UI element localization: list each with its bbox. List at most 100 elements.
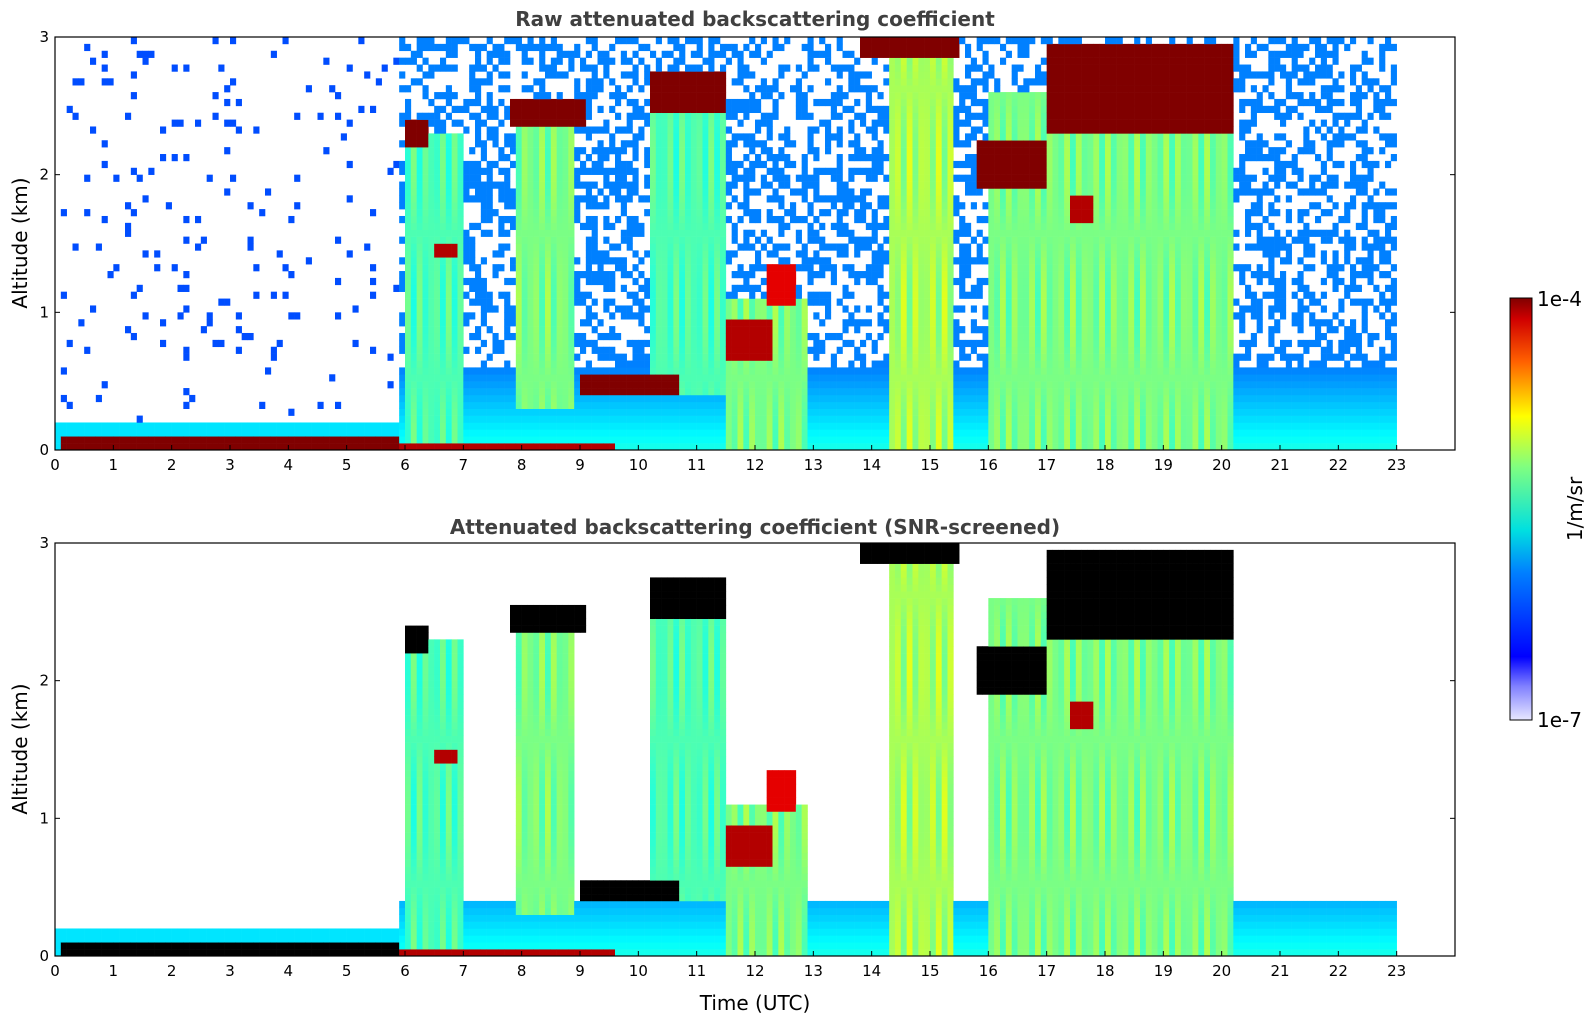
heatmap-cell: [930, 92, 937, 100]
heatmap-cell: [714, 174, 721, 182]
heatmap-cell: [702, 147, 709, 155]
heatmap-cell: [900, 195, 907, 203]
heatmap-cell: [498, 381, 505, 389]
heatmap-cell: [492, 415, 499, 423]
heatmap-cell: [422, 160, 429, 169]
heatmap-cell: [673, 436, 680, 444]
heatmap-cell: [626, 215, 633, 224]
heatmap-cell: [650, 181, 657, 189]
heatmap-cell: [708, 64, 715, 72]
heatmap-cell: [860, 215, 867, 224]
heatmap-cell: [801, 312, 808, 320]
heatmap-cell: [457, 209, 464, 217]
heatmap-cell: [422, 401, 429, 409]
heatmap-cell: [906, 112, 913, 120]
heatmap-cell: [568, 408, 575, 416]
heatmap-cell: [504, 291, 511, 299]
heatmap-cell: [550, 174, 557, 182]
heatmap-cell: [807, 271, 814, 279]
heatmap-cell: [545, 257, 552, 265]
heatmap-cell: [504, 443, 511, 450]
heatmap-cell: [685, 284, 692, 292]
heatmap-cell: [784, 353, 791, 361]
heatmap-cell: [585, 92, 592, 100]
heatmap-cell: [527, 429, 534, 437]
heatmap-cell: [66, 429, 73, 437]
heatmap-cell: [486, 436, 493, 444]
heatmap-cell: [510, 443, 517, 450]
heatmap-cell: [585, 422, 592, 430]
heatmap-cell: [340, 436, 347, 444]
heatmap-cell: [550, 257, 557, 265]
heatmap-cell: [830, 394, 837, 403]
heatmap-cell: [883, 443, 890, 450]
heatmap-cell: [469, 43, 476, 52]
heatmap-cell: [556, 339, 563, 348]
heatmap-cell: [702, 250, 709, 258]
heatmap-cell: [836, 222, 843, 231]
heatmap-cell: [673, 271, 680, 279]
heatmap-cell: [410, 367, 417, 375]
heatmap-cell: [918, 394, 925, 403]
heatmap-cell: [609, 257, 616, 265]
heatmap-cell: [469, 112, 476, 120]
heatmap-cell: [854, 429, 861, 437]
heatmap-cell: [819, 195, 826, 203]
heatmap-cell: [725, 401, 732, 409]
heatmap-cell: [416, 422, 423, 430]
heatmap-cell: [930, 250, 937, 258]
heatmap-cell: [620, 394, 627, 403]
heatmap-cell: [644, 71, 651, 79]
heatmap-cell: [924, 312, 931, 320]
heatmap-cell: [871, 388, 878, 396]
heatmap-cell: [492, 443, 499, 450]
heatmap-cell: [527, 298, 534, 306]
heatmap-cell: [760, 92, 767, 100]
heatmap-cell: [276, 250, 283, 258]
heatmap-cell: [906, 312, 913, 320]
heatmap-cell: [504, 332, 511, 341]
heatmap-cell: [679, 160, 686, 169]
heatmap-cell: [580, 92, 587, 100]
heatmap-cell: [889, 78, 896, 86]
heatmap-cell: [480, 147, 487, 155]
heatmap-cell: [755, 250, 762, 258]
heatmap-cell: [440, 229, 447, 237]
heatmap-cell: [562, 367, 569, 375]
heatmap-cell: [434, 92, 441, 100]
heatmap-cell: [708, 98, 715, 107]
heatmap-cell: [556, 374, 563, 382]
heatmap-cell: [912, 209, 919, 217]
heatmap-cell: [422, 250, 429, 258]
heatmap-cell: [527, 401, 534, 409]
heatmap-cell: [731, 367, 738, 375]
heatmap-cell: [900, 37, 907, 45]
heatmap-cell: [667, 332, 674, 341]
heatmap-cell: [930, 443, 937, 450]
heatmap-cell: [556, 112, 563, 120]
heatmap-cell: [428, 367, 435, 375]
heatmap-cell: [790, 436, 797, 444]
heatmap-cell: [970, 188, 977, 196]
heatmap-cell: [685, 222, 692, 231]
heatmap-cell: [655, 415, 662, 423]
heatmap-cell: [323, 429, 330, 437]
heatmap-cell: [912, 71, 919, 79]
heatmap-cell: [440, 332, 447, 341]
heatmap-cell: [650, 215, 657, 224]
heatmap-cell: [451, 381, 458, 389]
heatmap-cell: [556, 346, 563, 354]
heatmap-cell: [451, 422, 458, 430]
heatmap-cell: [270, 443, 277, 450]
heatmap-cell: [737, 408, 744, 416]
heatmap-cell: [655, 443, 662, 450]
heatmap-cell: [772, 443, 779, 450]
heatmap-cell: [591, 326, 598, 334]
heatmap-cell: [912, 92, 919, 100]
heatmap-cell: [480, 312, 487, 320]
heatmap-cell: [708, 388, 715, 396]
heatmap-cell: [696, 401, 703, 409]
heatmap-cell: [755, 312, 762, 320]
heatmap-cell: [661, 133, 668, 141]
heatmap-cell: [422, 154, 429, 162]
